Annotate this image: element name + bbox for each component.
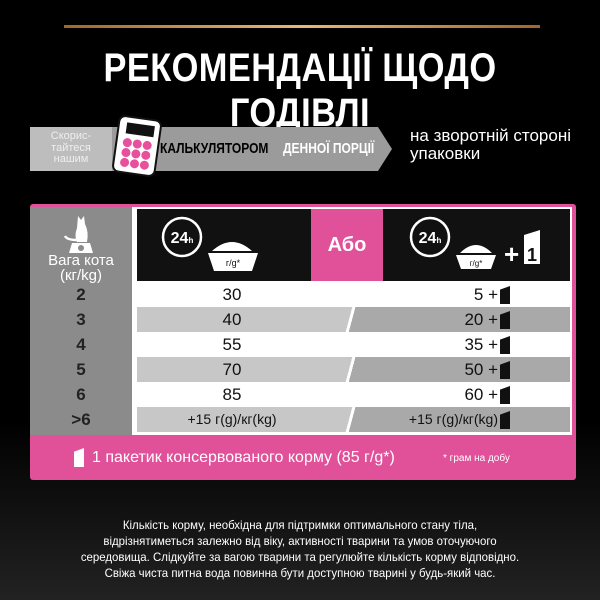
dry-amount: +15 г(g)/кг(kg) xyxy=(187,411,277,427)
cat-weight: 4 xyxy=(76,335,86,354)
clock-bowl-pouch-icon: 24h г/g* + 1 xyxy=(409,216,540,269)
pouch-icon xyxy=(500,361,510,379)
pouch-icon xyxy=(500,311,510,329)
cat-weight: 6 xyxy=(76,385,86,404)
mixed-amount: +15 г(g)/кг(kg) xyxy=(408,411,498,427)
pouch-legend: 1 пакетик консервованого корму (85 г/g*) xyxy=(92,449,395,466)
dry-amount: 40 xyxy=(222,310,242,329)
daily-portion-word: ДЕННОЇ ПОРЦІЇ xyxy=(283,140,375,157)
pouch-icon xyxy=(500,336,510,354)
svg-text:+: + xyxy=(504,239,519,269)
weight-label: Вага кота (кг/kg) xyxy=(48,252,114,284)
dry-amount: 85 xyxy=(222,385,242,404)
pouch-icon xyxy=(74,448,84,467)
table-row: 40 20 + xyxy=(137,307,570,332)
gold-divider xyxy=(64,25,540,28)
dry-amount: 30 xyxy=(222,285,242,304)
dry-amount: 70 xyxy=(222,360,242,379)
svg-text:г/g*: г/g* xyxy=(470,259,483,268)
pouch-icon xyxy=(500,411,510,429)
cat-weight: 5 xyxy=(76,360,86,379)
per-day-note: * грам на добу xyxy=(443,453,510,464)
table-row: 55 35 + xyxy=(137,332,570,357)
table-row: 70 50 + xyxy=(137,357,570,382)
mixed-amount: 20 + xyxy=(464,310,498,329)
table-row: 85 60 + xyxy=(137,382,570,407)
cat-on-scale-icon xyxy=(63,216,93,253)
pouch-icon xyxy=(500,386,510,404)
table-row: +15 г(g)/кг(kg) +15 г(g)/кг(kg) xyxy=(137,407,570,432)
banner-try-text: Скорис-тайтеся нашим xyxy=(50,130,92,165)
or-label: Або xyxy=(311,209,383,281)
cat-weight: 2 xyxy=(76,285,86,304)
page-title: РЕКОМЕНДАЦІЇ ЩОДО ГОДІВЛІ xyxy=(103,46,497,135)
svg-text:24h: 24h xyxy=(171,230,194,247)
back-of-pack-text: на зворотній стороні упаковки xyxy=(410,126,571,163)
calculator-banner xyxy=(30,127,392,171)
mixed-amount: 60 + xyxy=(464,385,498,404)
dry-amount: 55 xyxy=(222,335,242,354)
svg-text:24h: 24h xyxy=(419,230,442,247)
calculator-word: КАЛЬКУЛЯТОРОМ xyxy=(160,140,269,157)
cat-weight: 3 xyxy=(76,310,86,329)
table-row: 30 5 + xyxy=(137,282,570,307)
feeding-disclaimer: Кількість корму, необхідна для підтримки… xyxy=(80,518,520,580)
svg-text:1: 1 xyxy=(527,245,537,265)
cat-weight: >6 xyxy=(71,410,91,429)
mixed-amount: 50 + xyxy=(464,360,498,379)
mixed-amount: 5 + xyxy=(473,285,498,304)
svg-text:г/g*: г/g* xyxy=(226,258,241,268)
calculator-icon xyxy=(112,115,162,177)
mixed-amount: 35 + xyxy=(464,335,498,354)
pouch-icon xyxy=(500,286,510,304)
clock-bowl-icon: 24h г/g* xyxy=(161,216,258,271)
